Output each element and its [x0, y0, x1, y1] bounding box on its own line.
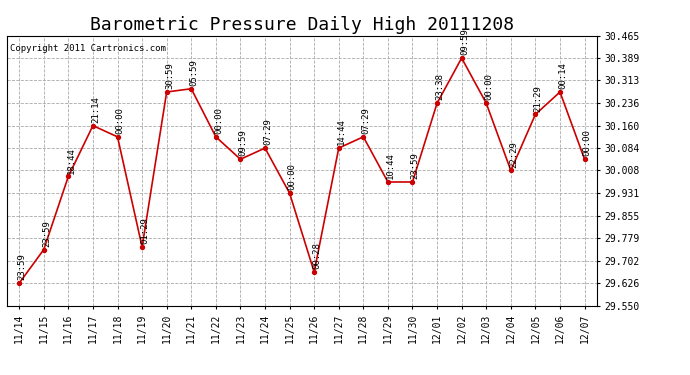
Point [456, 55, 467, 61]
Point [88, 123, 99, 129]
Text: 21:14: 21:14 [91, 96, 100, 123]
Title: Barometric Pressure Daily High 20111208: Barometric Pressure Daily High 20111208 [90, 16, 514, 34]
Point [137, 244, 148, 250]
Point [407, 179, 418, 185]
Point [210, 134, 221, 140]
Text: 00:00: 00:00 [214, 107, 223, 134]
Text: 05:59: 05:59 [190, 59, 199, 86]
Point [259, 145, 270, 151]
Text: 00:14: 00:14 [558, 62, 567, 89]
Point [284, 190, 295, 196]
Text: 30:59: 30:59 [165, 62, 174, 89]
Text: 01:29: 01:29 [140, 217, 149, 244]
Point [431, 100, 442, 106]
Text: 23:59: 23:59 [17, 254, 26, 280]
Point [505, 168, 516, 174]
Text: 23:59: 23:59 [411, 152, 420, 179]
Point [38, 246, 49, 252]
Text: 00:28: 00:28 [313, 242, 322, 269]
Point [235, 156, 246, 162]
Point [382, 179, 393, 185]
Text: 23:38: 23:38 [435, 74, 444, 100]
Point [579, 156, 590, 162]
Text: Copyright 2011 Cartronics.com: Copyright 2011 Cartronics.com [10, 44, 166, 53]
Text: 00:00: 00:00 [484, 74, 493, 100]
Point [308, 269, 319, 275]
Text: 09:59: 09:59 [239, 130, 248, 156]
Text: 09:59: 09:59 [460, 28, 469, 55]
Text: 14:44: 14:44 [337, 118, 346, 145]
Point [555, 89, 566, 95]
Point [186, 86, 197, 92]
Text: 18:44: 18:44 [67, 147, 76, 174]
Text: 07:29: 07:29 [264, 118, 273, 145]
Point [530, 111, 541, 117]
Text: 00:00: 00:00 [583, 130, 592, 156]
Text: 22:29: 22:29 [509, 141, 518, 168]
Text: 00:00: 00:00 [116, 107, 125, 134]
Text: 23:59: 23:59 [42, 220, 51, 247]
Point [63, 173, 74, 179]
Text: 21:29: 21:29 [533, 85, 542, 112]
Point [161, 89, 172, 95]
Point [481, 100, 492, 106]
Text: 07:29: 07:29 [362, 107, 371, 134]
Point [112, 134, 123, 140]
Point [333, 145, 344, 151]
Point [14, 280, 25, 286]
Text: 00:00: 00:00 [288, 164, 297, 190]
Point [358, 134, 369, 140]
Text: 10:44: 10:44 [386, 152, 395, 179]
